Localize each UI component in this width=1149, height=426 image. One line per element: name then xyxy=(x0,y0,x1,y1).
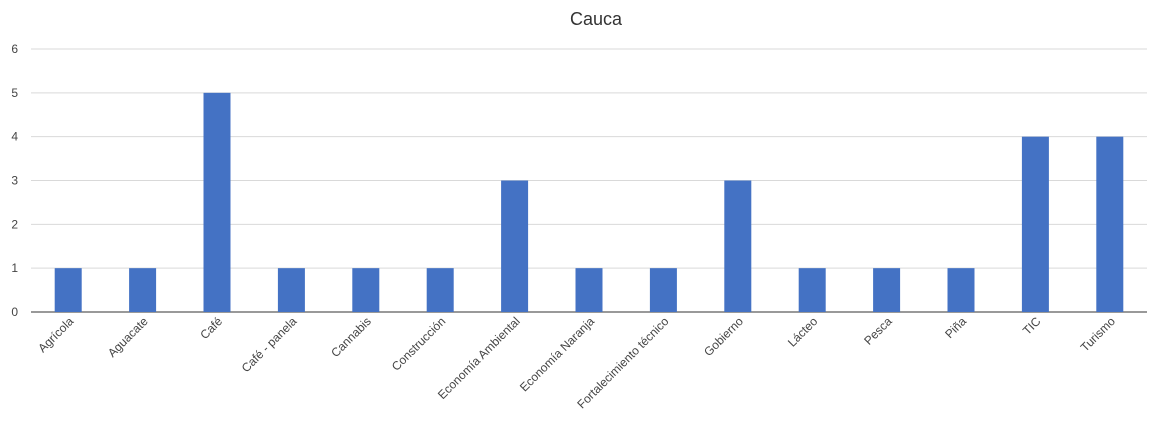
x-tick-label: Construcción xyxy=(389,314,448,373)
y-tick-label: 6 xyxy=(11,42,18,56)
bar xyxy=(277,268,305,312)
bar xyxy=(1096,136,1124,312)
x-tick-label: Gobierno xyxy=(701,314,746,359)
x-tick-label: Café xyxy=(197,314,225,342)
bar xyxy=(575,268,603,312)
bar xyxy=(724,180,752,312)
bar xyxy=(54,268,82,312)
y-tick-label: 1 xyxy=(11,261,18,275)
bar xyxy=(426,268,454,312)
bars xyxy=(54,92,1124,312)
bar xyxy=(203,92,231,312)
y-tick-label: 3 xyxy=(11,174,18,188)
y-tick-label: 2 xyxy=(11,217,18,231)
y-axis-ticks: 0 1 2 3 4 5 6 xyxy=(11,42,18,319)
bar xyxy=(947,268,975,312)
x-tick-label: Economía Ambiental xyxy=(435,314,523,402)
y-tick-label: 4 xyxy=(11,130,18,144)
x-tick-label: Lácteo xyxy=(785,314,821,350)
x-tick-label: Economía Naranja xyxy=(517,314,597,394)
bar xyxy=(352,268,380,312)
y-tick-label: 5 xyxy=(11,86,18,100)
x-tick-label: Pesca xyxy=(861,314,895,348)
bar xyxy=(1021,136,1049,312)
x-axis-ticks: Agrícola Aguacate Café Café - panela Cannabi… xyxy=(35,314,1118,411)
x-tick-label: Piña xyxy=(942,314,969,341)
x-tick-label: TIC xyxy=(1020,314,1044,338)
chart-title: Cauca xyxy=(570,9,623,29)
bar xyxy=(798,268,826,312)
x-tick-label: Café - panela xyxy=(239,314,300,375)
y-tick-label: 0 xyxy=(11,305,18,319)
x-tick-label: Aguacate xyxy=(105,314,151,360)
bar xyxy=(873,268,901,312)
bar xyxy=(649,268,677,312)
x-tick-label: Turismo xyxy=(1078,314,1118,354)
bar xyxy=(501,180,529,312)
bar xyxy=(129,268,157,312)
x-tick-label: Cannabis xyxy=(328,314,374,360)
x-tick-label: Agrícola xyxy=(35,314,76,355)
